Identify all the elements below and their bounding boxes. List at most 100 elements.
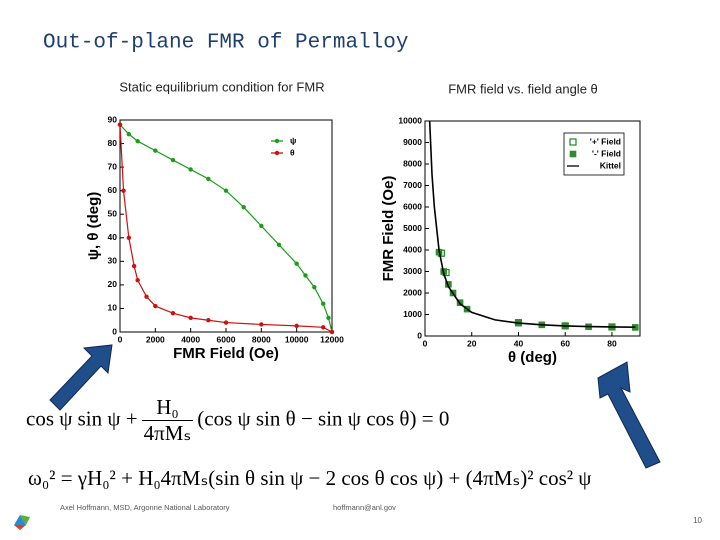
footer-author: Axel Hoffmann, MSD, Argonne National Lab… xyxy=(60,503,230,512)
x-axis-label: FMR Field (Oe) xyxy=(173,345,279,362)
y-tick-label: 3000 xyxy=(403,266,422,276)
y-tick-label: 40 xyxy=(108,232,118,242)
logo xyxy=(20,515,30,525)
x-tick-label: 8000 xyxy=(252,334,271,344)
legend-marker xyxy=(569,138,577,146)
point xyxy=(303,273,308,278)
x-tick-label: 6000 xyxy=(217,334,236,344)
plot-frame xyxy=(424,120,641,337)
y-axis-label: ψ, θ (deg) xyxy=(85,192,102,261)
y-tick-label: 4000 xyxy=(403,244,422,254)
y-tick-label: 9000 xyxy=(403,137,422,147)
legend-marker xyxy=(274,150,280,156)
point xyxy=(126,235,132,240)
point xyxy=(206,176,211,182)
y-axis-label: FMR Field (Oe) xyxy=(380,176,397,282)
eq-part: cos ψ sin ψ + xyxy=(26,406,138,431)
y-tick-label: 70 xyxy=(108,161,118,171)
point xyxy=(294,323,299,329)
legend-label: θ xyxy=(290,147,295,157)
x-tick-label: 10000 xyxy=(285,334,309,344)
x-tick-label: 4000 xyxy=(181,334,200,344)
y-tick-label: 80 xyxy=(108,138,118,148)
y-tick-label: 20 xyxy=(108,279,118,289)
x-tick-label: 80 xyxy=(607,338,617,348)
point xyxy=(135,277,140,283)
point xyxy=(632,324,639,331)
x-tick-label: 12000 xyxy=(320,334,344,344)
point xyxy=(135,139,140,144)
x-tick-label: 2000 xyxy=(146,334,165,344)
legend-marker xyxy=(274,138,280,144)
point xyxy=(326,315,331,321)
legend-marker xyxy=(569,150,577,158)
arrow xyxy=(49,344,113,411)
y-tick-label: 50 xyxy=(108,208,118,218)
point xyxy=(121,188,126,193)
x-tick-label: 0 xyxy=(118,334,123,344)
y-tick-label: 2000 xyxy=(403,287,422,297)
point xyxy=(126,131,132,137)
y-tick-label: 6000 xyxy=(403,201,422,211)
y-tick-label: 90 xyxy=(108,114,118,124)
x-tick-label: 60 xyxy=(560,338,570,348)
point xyxy=(131,263,137,269)
point xyxy=(259,322,264,327)
y-tick-label: 1000 xyxy=(403,309,422,319)
y-tick-label: 5000 xyxy=(403,223,422,233)
eq-part: (cos ψ sin θ − sin ψ cos θ) = 0 xyxy=(197,406,450,431)
y-tick-label: 10 xyxy=(108,303,118,313)
point xyxy=(170,310,176,316)
point xyxy=(170,157,176,163)
page-number: 10 xyxy=(693,516,702,525)
point xyxy=(153,148,158,153)
point xyxy=(320,301,326,306)
series-line xyxy=(120,124,332,333)
plot-frame xyxy=(119,119,333,333)
point xyxy=(294,261,299,266)
point xyxy=(329,329,335,335)
logo xyxy=(14,515,26,525)
footer-email: hoffmann@anl.gov xyxy=(333,503,396,512)
series-line xyxy=(428,120,636,328)
point xyxy=(259,223,264,229)
arrow xyxy=(597,361,661,469)
numerator: H₀ xyxy=(141,395,194,421)
point xyxy=(223,188,229,193)
y-tick-label: 7000 xyxy=(403,180,422,190)
x-axis-label: θ (deg) xyxy=(508,349,557,366)
point xyxy=(206,318,211,323)
fraction: H₀ 4πMₛ xyxy=(141,395,194,446)
y-tick-label: 0 xyxy=(112,326,117,336)
point xyxy=(312,285,317,290)
y-tick-label: 60 xyxy=(108,185,118,195)
legend-label: ψ xyxy=(290,135,296,145)
legend-label: Kittel xyxy=(600,160,621,170)
y-tick-label: 0 xyxy=(417,330,422,340)
point xyxy=(188,315,193,321)
point xyxy=(223,320,229,325)
point xyxy=(276,242,282,248)
chart-title: Static equilibrium condition for FMR xyxy=(119,79,324,94)
y-tick-label: 10000 xyxy=(398,115,422,125)
equation: cos ψ sin ψ + H₀ 4πMₛ (cos ψ sin θ − sin ψ … xyxy=(26,395,449,446)
x-tick-label: 0 xyxy=(423,338,428,348)
legend-label: '-' Field xyxy=(592,148,621,158)
logo xyxy=(14,525,26,530)
y-tick-label: 30 xyxy=(108,256,118,266)
series-line xyxy=(120,124,332,333)
chart-title: FMR field vs. field angle θ xyxy=(448,81,598,96)
x-tick-label: 40 xyxy=(514,338,524,348)
point xyxy=(188,167,193,172)
point xyxy=(144,294,149,299)
y-tick-label: 8000 xyxy=(403,158,422,168)
slide-title: Out-of-plane FMR of Permalloy xyxy=(43,32,408,55)
point xyxy=(320,325,326,330)
x-tick-label: 20 xyxy=(467,338,477,348)
point xyxy=(117,122,123,127)
legend-label: '+' Field xyxy=(590,136,621,146)
point xyxy=(241,204,246,210)
point xyxy=(153,303,158,309)
